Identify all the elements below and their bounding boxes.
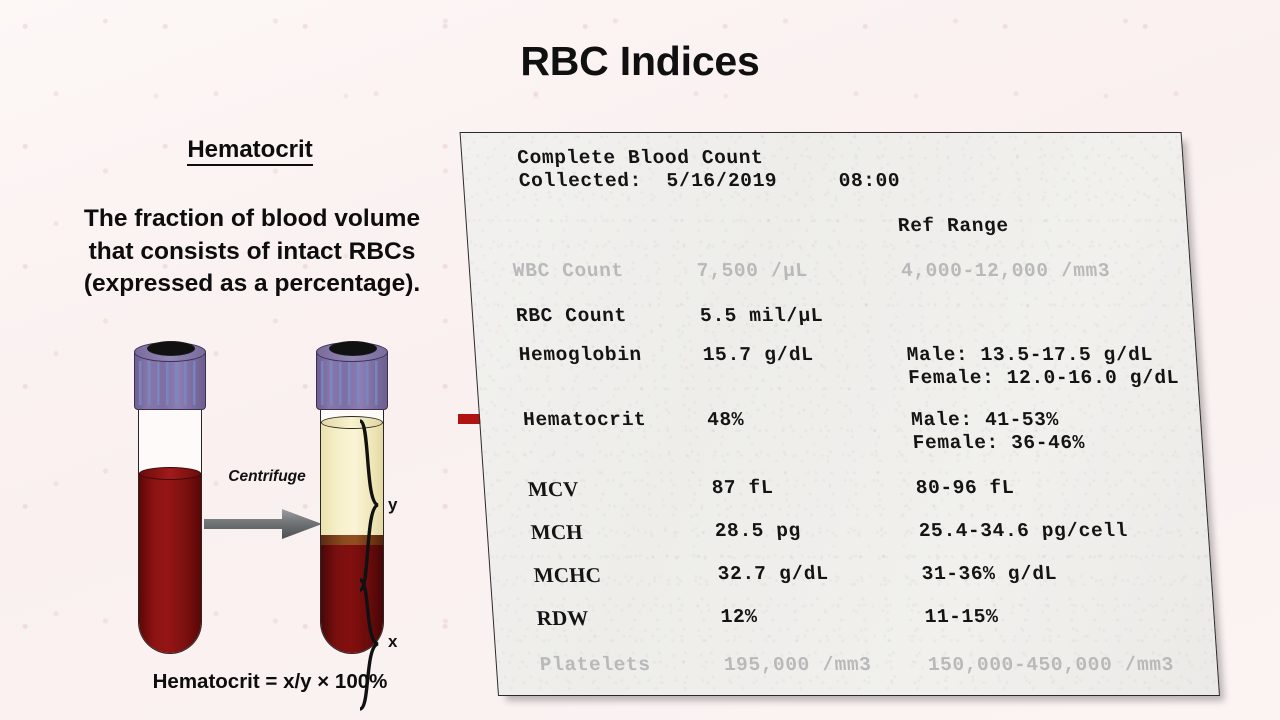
- tube-cap-opening: [147, 341, 195, 356]
- row-name: Hematocrit: [522, 409, 647, 431]
- whole-blood-layer: [139, 473, 201, 653]
- row-value: 48%: [706, 409, 745, 431]
- tube-cap-stripes: [139, 361, 201, 405]
- tube-cap-rim: [316, 341, 388, 362]
- row-value: 5.5 mil/µL: [699, 305, 824, 327]
- row-value: 12%: [719, 606, 759, 628]
- row-ref-range: 11-15%: [923, 606, 1000, 628]
- row-ref-range-secondary: Female: 12.0-16.0 g/dL: [907, 367, 1180, 389]
- table-row: MCH 28.5 pg 25.4-34.6 pg/cell: [486, 520, 1210, 546]
- row-value: 32.7 g/dL: [716, 563, 830, 585]
- row-ref-range: Male: 41-53%: [910, 409, 1060, 431]
- tube-cap-stripes: [321, 361, 383, 405]
- row-ref-range: 31-36% g/dL: [920, 563, 1058, 585]
- row-name: Platelets: [539, 654, 652, 676]
- lab-report-content: Complete Blood Count Collected: 5/16/201…: [460, 132, 1220, 696]
- page-title: RBC Indices: [520, 38, 760, 84]
- cbc-title: Complete Blood Count: [516, 147, 765, 169]
- row-name: WBC Count: [512, 260, 625, 282]
- row-value: 15.7 g/dL: [702, 344, 815, 366]
- brace-y-icon: [356, 419, 382, 592]
- whole-blood-surface: [139, 467, 201, 480]
- row-name: MCH: [530, 520, 584, 544]
- hematocrit-description: The fraction of blood volume that consis…: [83, 205, 421, 298]
- table-row: Hemoglobin 15.7 g/dL Male: 13.5-17.5 g/d…: [474, 344, 1198, 389]
- cbc-collected-line: Collected: 5/16/2019 08:00: [518, 170, 902, 192]
- row-name: MCHC: [532, 563, 602, 587]
- brace-label-y: y: [388, 495, 398, 514]
- tube-cap-opening: [329, 341, 377, 356]
- tube-whole-blood-body: [138, 406, 202, 654]
- hematocrit-heading-text: Hematocrit: [187, 136, 313, 166]
- row-value: 7,500 /µL: [696, 260, 809, 282]
- centrifuge-tube-diagram: Centrifuge y x: [120, 340, 440, 670]
- table-row: MCV 87 fL 80-96 fL: [483, 477, 1207, 503]
- brace-x-icon: [356, 578, 382, 711]
- table-row: RDW 12% 11-15%: [492, 606, 1216, 632]
- row-ref-range: Male: 13.5-17.5 g/dL: [906, 344, 1154, 366]
- tube-cap-rim: [134, 341, 206, 362]
- row-ref-range: 80-96 fL: [915, 477, 1015, 499]
- row-name: RDW: [535, 606, 590, 630]
- lab-report-paper: Complete Blood Count Collected: 5/16/201…: [459, 132, 1220, 696]
- row-ref-range: 150,000-450,000 /mm3: [927, 654, 1175, 676]
- table-row: RBC Count 5.5 mil/µL: [471, 305, 1195, 331]
- row-name: Hemoglobin: [518, 344, 643, 366]
- centrifuge-arrow-icon: [204, 509, 322, 539]
- hematocrit-formula: Hematocrit = x/y × 100%: [152, 670, 388, 693]
- table-row: MCHC 32.7 g/dL 31-36% g/dL: [489, 563, 1213, 589]
- table-row: WBC Count 7,500 /µL 4,000-12,000 /mm3: [468, 260, 1192, 286]
- row-name: RBC Count: [515, 305, 628, 327]
- row-value: 87 fL: [711, 477, 775, 499]
- hematocrit-heading: Hematocrit: [80, 136, 420, 166]
- table-row: Platelets 195,000 /mm3 150,000-450,000 /…: [495, 654, 1219, 680]
- row-value: 195,000 /mm3: [723, 654, 873, 676]
- table-row-hematocrit: Hematocrit 48% Male: 41-53% Female: 36-4…: [478, 409, 1202, 454]
- centrifuge-label: Centrifuge: [228, 468, 306, 485]
- row-ref-range: 25.4-34.6 pg/cell: [918, 520, 1129, 542]
- plasma-surface: [321, 416, 383, 429]
- row-name: MCV: [527, 477, 580, 501]
- row-ref-range: 4,000-12,000 /mm3: [900, 260, 1111, 282]
- ref-range-column-header: Ref Range: [897, 215, 1010, 237]
- brace-label-x: x: [388, 632, 398, 651]
- row-value: 28.5 pg: [714, 520, 802, 542]
- row-ref-range-secondary: Female: 36-46%: [912, 432, 1086, 454]
